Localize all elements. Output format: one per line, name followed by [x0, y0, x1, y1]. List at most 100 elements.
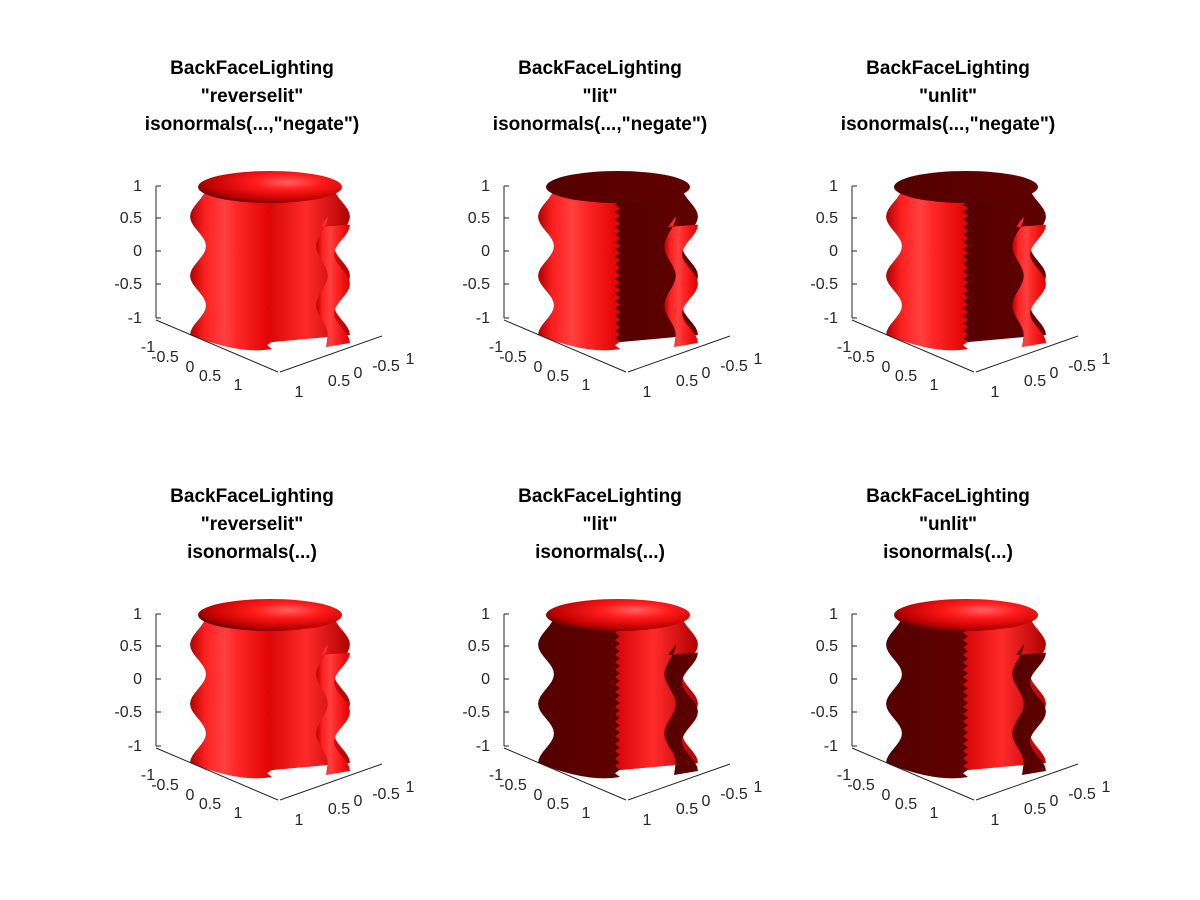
- top-cap-surface: [198, 599, 342, 631]
- z-tick-label: -0.5: [810, 276, 838, 293]
- z-tick-label: 0.5: [120, 210, 142, 227]
- z-tick-label: -1: [128, 310, 142, 327]
- panel-title-line-1: BackFaceLighting: [170, 58, 334, 79]
- panel-title-line-3: isonormals(...,"negate"): [145, 114, 359, 135]
- z-tick-label: 1: [133, 178, 142, 195]
- y-tick-label: -0.5: [1068, 358, 1096, 375]
- panel-4: BackFaceLighting "reverselit" isonormals(.…: [114, 486, 414, 829]
- panel-3: BackFaceLighting "unlit" isonormals(...,"n…: [810, 58, 1110, 401]
- x-tick-label: 0: [186, 787, 195, 804]
- y-tick-label: 1: [754, 351, 763, 368]
- z-tick-label: 0.5: [816, 210, 838, 227]
- outside-surface: [886, 615, 968, 779]
- y-tick-label: -0.5: [720, 358, 748, 375]
- panel-title-line-3: isonormals(...): [535, 542, 665, 563]
- z-tick-label: 0.5: [468, 210, 490, 227]
- y-tick-label: 1: [643, 812, 652, 829]
- x-axis-line: [503, 747, 627, 801]
- outside-surface: [538, 187, 620, 351]
- x-axis-line: [503, 319, 627, 373]
- x-axis-line: [851, 319, 975, 373]
- x-tick-label: 0.5: [895, 796, 917, 813]
- outside-surface-strip: [316, 216, 350, 347]
- y-tick-label: -0.5: [372, 358, 400, 375]
- x-tick-label: -1: [837, 339, 851, 356]
- x-axis-line: [155, 319, 279, 373]
- y-tick-label: 0.5: [1024, 373, 1046, 390]
- x-tick-label: 0: [882, 787, 891, 804]
- panel-title-line-2: "reverselit": [201, 514, 304, 535]
- panel-title-line-3: isonormals(...,"negate"): [841, 114, 1055, 135]
- y-tick-label: 1: [406, 779, 415, 796]
- z-tick-label: -0.5: [114, 276, 142, 293]
- top-cap-surface: [546, 599, 690, 631]
- y-tick-label: 0.5: [676, 373, 698, 390]
- z-tick-label: -1: [128, 738, 142, 755]
- outside-surface: [190, 187, 272, 351]
- outside-surface-strip: [316, 644, 350, 775]
- panel-6: BackFaceLighting"unlit"isonormals(...)10…: [810, 486, 1110, 829]
- panel-title-line-1: BackFaceLighting: [518, 486, 682, 507]
- z-tick-label: -0.5: [462, 704, 490, 721]
- x-tick-label: 0.5: [199, 796, 221, 813]
- z-tick-label: -1: [824, 310, 838, 327]
- y-tick-label: -0.5: [720, 786, 748, 803]
- x-tick-label: -1: [489, 767, 503, 784]
- x-tick-label: 0.5: [199, 368, 221, 385]
- z-tick-label: -0.5: [462, 276, 490, 293]
- outside-surface: [190, 615, 272, 779]
- y-axis-line: [279, 763, 383, 801]
- y-tick-label: 1: [643, 384, 652, 401]
- y-tick-label: 1: [991, 812, 1000, 829]
- z-tick-label: -0.5: [810, 704, 838, 721]
- x-axis-line: [851, 747, 975, 801]
- z-tick-label: 0.5: [468, 638, 490, 655]
- y-tick-label: 0: [702, 793, 711, 810]
- x-tick-label: -1: [837, 767, 851, 784]
- outside-surface-strip: [1012, 216, 1046, 347]
- y-axis-line: [279, 335, 383, 373]
- y-tick-label: -0.5: [1068, 786, 1096, 803]
- z-tick-label: -1: [824, 738, 838, 755]
- y-tick-label: 1: [295, 812, 304, 829]
- y-tick-label: 0.5: [676, 801, 698, 818]
- x-tick-label: -1: [489, 339, 503, 356]
- x-tick-label: 0.5: [547, 796, 569, 813]
- panel-title-line-3: isonormals(...): [883, 542, 1013, 563]
- outside-surface: [886, 187, 968, 351]
- panel-1: BackFaceLighting "reverselit" isonormals(.…: [114, 58, 414, 401]
- panel-title-line-3: isonormals(...): [187, 542, 317, 563]
- z-tick-label: 0.5: [120, 638, 142, 655]
- panel-5: BackFaceLighting "lit" isonormals(...) 1 0.5…: [462, 486, 762, 829]
- outside-surface-strip: [1012, 644, 1046, 775]
- z-tick-label: -1: [476, 310, 490, 327]
- x-tick-label: -0.5: [847, 349, 875, 366]
- y-tick-label: 0.5: [328, 801, 350, 818]
- x-tick-label: 0.5: [895, 368, 917, 385]
- panel-title-line-1: BackFaceLighting: [866, 486, 1030, 507]
- z-tick-label: 0: [481, 243, 490, 260]
- y-axis-line: [627, 335, 731, 373]
- panel-title-line-1: BackFaceLighting: [866, 58, 1030, 79]
- x-tick-label: -0.5: [499, 349, 527, 366]
- y-axis-line: [627, 763, 731, 801]
- x-tick-label: 0: [882, 359, 891, 376]
- y-tick-label: 0.5: [328, 373, 350, 390]
- panel-title-line-2: "lit": [583, 86, 618, 107]
- x-tick-label: 0.5: [547, 368, 569, 385]
- top-cap-surface: [894, 171, 1038, 203]
- y-tick-label: 0: [1050, 793, 1059, 810]
- x-tick-label: -0.5: [847, 777, 875, 794]
- x-tick-label: 1: [582, 377, 591, 394]
- x-tick-label: -1: [141, 339, 155, 356]
- y-tick-label: 1: [1102, 351, 1111, 368]
- y-tick-label: 1: [754, 779, 763, 796]
- z-tick-label: 0: [829, 671, 838, 688]
- y-tick-label: -0.5: [372, 786, 400, 803]
- z-tick-label: 0: [481, 671, 490, 688]
- panel-title-line-1: BackFaceLighting: [170, 486, 334, 507]
- x-tick-label: 1: [582, 805, 591, 822]
- y-tick-label: 0: [702, 365, 711, 382]
- y-tick-label: 0: [354, 365, 363, 382]
